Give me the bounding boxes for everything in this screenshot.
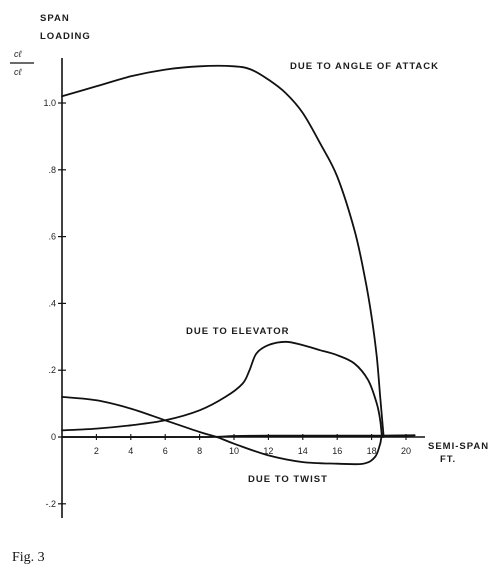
label-twist: DUE TO TWIST (248, 474, 328, 485)
y-tick-label: .4 (48, 298, 56, 308)
label-elevator: DUE TO ELEVATOR (186, 326, 290, 337)
curve-twist (61, 396, 416, 466)
curve-angle-of-attack (61, 64, 385, 438)
ylabel-symbol-denominator: cℓ (14, 67, 22, 77)
y-tick-label: 0 (51, 432, 56, 442)
x-tick-label: 20 (401, 446, 411, 456)
x-tick-label: 4 (128, 446, 133, 456)
ylabel-symbol-numerator: cℓ (14, 49, 22, 59)
y-tick-label: 1.0 (43, 98, 56, 108)
y-tick-label: .8 (48, 165, 56, 175)
y-tick-label: .2 (48, 365, 56, 375)
curves (61, 64, 416, 466)
x-tick-label: 14 (298, 446, 308, 456)
curve-elevator (61, 340, 383, 438)
x-tick-label: 18 (367, 446, 377, 456)
x-tick-label: 2 (94, 446, 99, 456)
xlabel-line-2: FT. (440, 454, 456, 465)
xlabel-line-1: SEMI-SPAN (428, 441, 489, 452)
ylabel-symbol: cℓ cℓ (10, 49, 34, 77)
figure-caption: Fig. 3 (12, 550, 45, 565)
x-ticks: 2 4 6 8 10 12 14 16 18 20 (94, 434, 411, 456)
x-tick-label: 8 (197, 446, 202, 456)
x-tick-label: 10 (229, 446, 239, 456)
curve-baseline (61, 434, 416, 438)
y-tick-label: .6 (48, 232, 56, 242)
label-angle-of-attack: DUE TO ANGLE OF ATTACK (290, 61, 439, 72)
ylabel-line-1: SPAN (40, 13, 70, 24)
x-tick-label: 12 (263, 446, 273, 456)
x-tick-label: 16 (332, 446, 342, 456)
x-tick-label: 6 (163, 446, 168, 456)
ylabel-line-2: LOADING (40, 31, 91, 42)
y-tick-label: -.2 (45, 499, 56, 509)
